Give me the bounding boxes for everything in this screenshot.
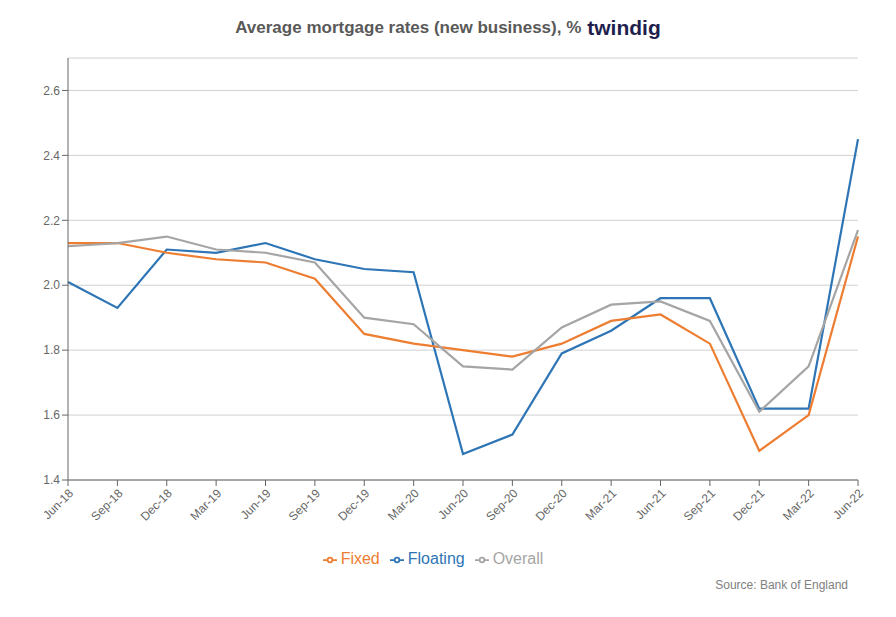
svg-text:1.4: 1.4: [43, 473, 60, 487]
svg-text:Jun-19: Jun-19: [238, 486, 274, 522]
svg-text:Jun-20: Jun-20: [435, 486, 471, 522]
svg-text:Dec-20: Dec-20: [533, 486, 570, 523]
svg-text:Jun-18: Jun-18: [40, 486, 76, 522]
svg-text:1.8: 1.8: [43, 343, 60, 357]
svg-text:2.4: 2.4: [43, 149, 60, 163]
svg-text:Dec-21: Dec-21: [730, 486, 767, 523]
svg-text:2.0: 2.0: [43, 278, 60, 292]
svg-text:2.6: 2.6: [43, 84, 60, 98]
svg-text:Mar-21: Mar-21: [582, 486, 619, 523]
svg-text:Dec-18: Dec-18: [138, 486, 175, 523]
html-text:Floating: Floating: [407, 550, 465, 567]
svg-text:Sep-20: Sep-20: [483, 486, 520, 523]
html-text:Overall: Overall: [492, 550, 544, 567]
svg-text:Sep-19: Sep-19: [286, 486, 323, 523]
svg-text:Sep-18: Sep-18: [88, 486, 125, 523]
svg-text:Mar-20: Mar-20: [385, 486, 422, 523]
svg-text:1.6: 1.6: [43, 408, 60, 422]
svg-text:Sep-21: Sep-21: [681, 486, 718, 523]
svg-text:Dec-19: Dec-19: [335, 486, 372, 523]
svg-text:Jun-22: Jun-22: [830, 486, 866, 522]
svg-text:2.2: 2.2: [43, 214, 60, 228]
svg-text:Mar-22: Mar-22: [780, 486, 817, 523]
svg-text:Mar-19: Mar-19: [187, 486, 224, 523]
html-text:Source: Bank of England: Source: Bank of England: [715, 578, 848, 592]
svg-text:Jun-21: Jun-21: [633, 486, 669, 522]
html-text:Fixed: Fixed: [340, 550, 380, 567]
html-text:Average mortgage rates (new bu: Average mortgage rates (new business), %…: [235, 16, 661, 39]
